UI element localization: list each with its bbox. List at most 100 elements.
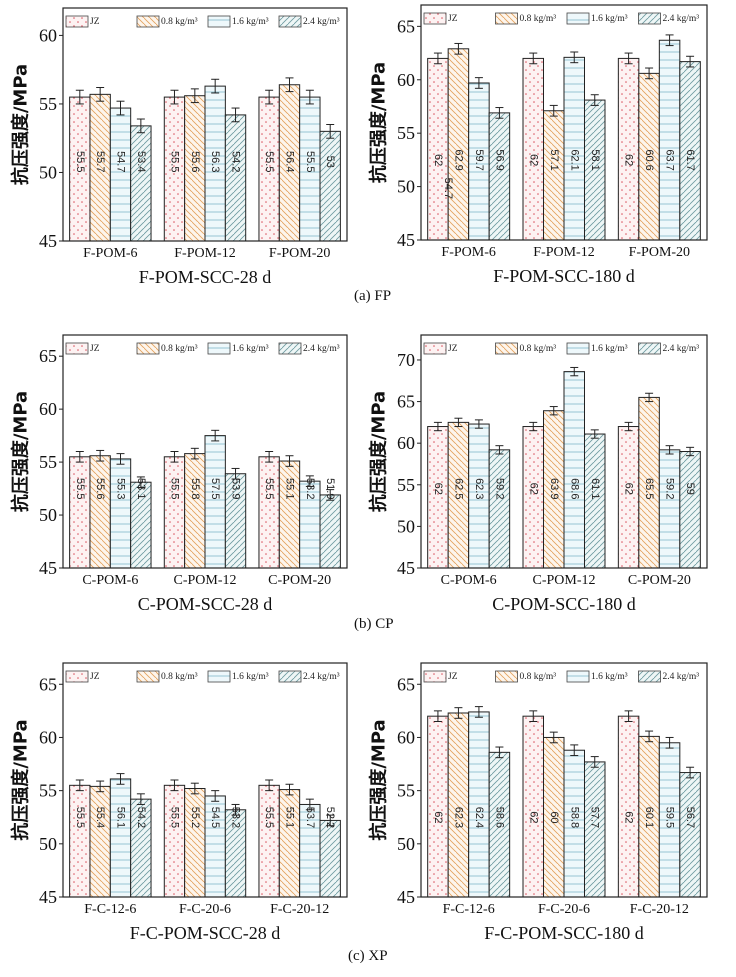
legend-swatch <box>495 342 518 355</box>
x-tick-label: C-POM-6 <box>441 573 497 588</box>
x-axis-label: C-POM-SCC-180 d <box>492 594 636 614</box>
data-label: 62 <box>623 811 635 823</box>
legend-label: 0.8 kg/m³ <box>161 672 198 682</box>
bar <box>69 784 91 898</box>
bar <box>617 715 640 898</box>
caption-b: (b) CP <box>354 616 394 632</box>
data-label: 65.5 <box>643 478 655 499</box>
data-label: 53.1 <box>135 478 147 499</box>
bar <box>278 789 301 898</box>
data-label: 55.2 <box>189 807 201 828</box>
y-tick-label: 60 <box>397 70 415 90</box>
bar <box>89 785 111 898</box>
data-label: 60 <box>548 811 560 823</box>
x-tick-label: F-POM-12 <box>533 245 594 260</box>
data-label: 56.1 <box>115 807 127 828</box>
plot-frame <box>62 334 348 569</box>
data-label: 58.1 <box>589 149 601 170</box>
data-label: 54.5 <box>209 807 221 828</box>
y-tick-label: 55 <box>397 123 415 143</box>
data-label: 57.1 <box>548 149 560 170</box>
legend-swatch <box>495 670 518 683</box>
legend-swatch <box>207 15 231 28</box>
legend-label: 1.6 kg/m³ <box>591 14 628 24</box>
data-label: 57.7 <box>589 807 601 828</box>
legend-label: 0.8 kg/m³ <box>520 344 557 354</box>
data-label: 55.5 <box>263 807 275 828</box>
y-tick-label: 50 <box>397 516 415 536</box>
data-label: 62.9 <box>452 149 464 170</box>
bar <box>69 456 91 569</box>
chart-panel-4: 55.5 55.5 55.5 55.4 55.2 55.1 56.1 54.5 53.7 54.2… <box>10 662 348 943</box>
bar <box>204 435 226 569</box>
chart-panel-2: 55.5 55.5 55.5 55.6 55.8 55.1 55.3 57.5 53.2 53.1… <box>10 334 348 614</box>
legend: JZ 0.8 kg/m³ 1.6 kg/m³ 2.4 kg/m³ <box>65 15 340 28</box>
legend-label: 2.4 kg/m³ <box>303 344 340 354</box>
legend-swatch <box>638 12 661 25</box>
y-tick-label: 65 <box>397 674 415 694</box>
legend-swatch <box>495 12 518 25</box>
y-tick-label: 45 <box>39 558 57 578</box>
legend-label: JZ <box>448 14 458 24</box>
y-tick-label: 50 <box>397 177 415 197</box>
bar <box>427 715 449 898</box>
legend-swatch <box>136 342 160 355</box>
y-tick-label: 45 <box>397 558 415 578</box>
y-tick-label: 65 <box>397 392 415 412</box>
legend-label: 1.6 kg/m³ <box>232 17 269 27</box>
legend-label: 1.6 kg/m³ <box>591 672 628 682</box>
data-label: 62.3 <box>473 478 485 499</box>
data-label: 55.3 <box>115 478 127 499</box>
legend-swatch <box>423 12 447 25</box>
data-label: 55.1 <box>283 478 295 499</box>
data-label: 55.5 <box>168 478 180 499</box>
bar <box>258 456 280 569</box>
data-label: 61.1 <box>589 478 601 499</box>
data-label: 54.2 <box>230 151 242 172</box>
bar <box>319 130 341 242</box>
x-tick-label: C-POM-20 <box>628 573 691 588</box>
data-label: 52.2 <box>324 807 336 828</box>
data-label: 68.6 <box>568 478 580 499</box>
annotation-label: 54.7 <box>442 178 454 199</box>
data-label: 62 <box>623 483 635 495</box>
data-label: 60.1 <box>643 807 655 828</box>
y-tick-label: 60 <box>39 399 57 419</box>
legend-label: 2.4 kg/m³ <box>663 672 700 682</box>
bar <box>583 761 606 898</box>
data-label: 58.8 <box>568 807 580 828</box>
x-axis-label: C-POM-SCC-28 d <box>138 594 273 614</box>
y-tick-label: 60 <box>39 25 57 45</box>
legend-label: JZ <box>90 344 100 354</box>
bar <box>488 449 511 569</box>
bar <box>109 458 132 569</box>
bar <box>522 57 545 241</box>
data-label: 56.4 <box>283 151 295 172</box>
x-tick-label: F-C-20-12 <box>270 902 329 917</box>
plot-frame <box>420 334 708 569</box>
bar <box>258 784 280 898</box>
plot-frame <box>420 662 708 898</box>
data-label: 53.9 <box>230 478 242 499</box>
y-tick-label: 50 <box>39 834 57 854</box>
x-axis-label: F-C-POM-SCC-28 d <box>130 923 281 943</box>
data-label: 55.5 <box>168 807 180 828</box>
data-label: 55.1 <box>283 807 295 828</box>
chart-panel-0: 55.5 55.5 55.5 55.7 55.6 56.4 54.7 56.3 55.5 53.4… <box>10 7 348 287</box>
bar <box>447 712 470 898</box>
bar <box>563 371 585 569</box>
y-tick-label: 60 <box>397 727 415 747</box>
bar <box>543 110 565 241</box>
legend-swatch <box>207 670 231 683</box>
data-label: 53.4 <box>135 151 147 172</box>
y-tick-label: 45 <box>39 231 57 251</box>
legend-swatch <box>566 342 590 355</box>
bar <box>109 107 132 242</box>
data-label: 62 <box>432 154 444 166</box>
y-tick-label: 50 <box>39 505 57 525</box>
data-label: 62.5 <box>452 478 464 499</box>
x-tick-label: C-POM-20 <box>268 573 331 588</box>
data-label: 62 <box>432 811 444 823</box>
legend-label: 2.4 kg/m³ <box>303 17 340 27</box>
legend-swatch <box>65 670 89 683</box>
